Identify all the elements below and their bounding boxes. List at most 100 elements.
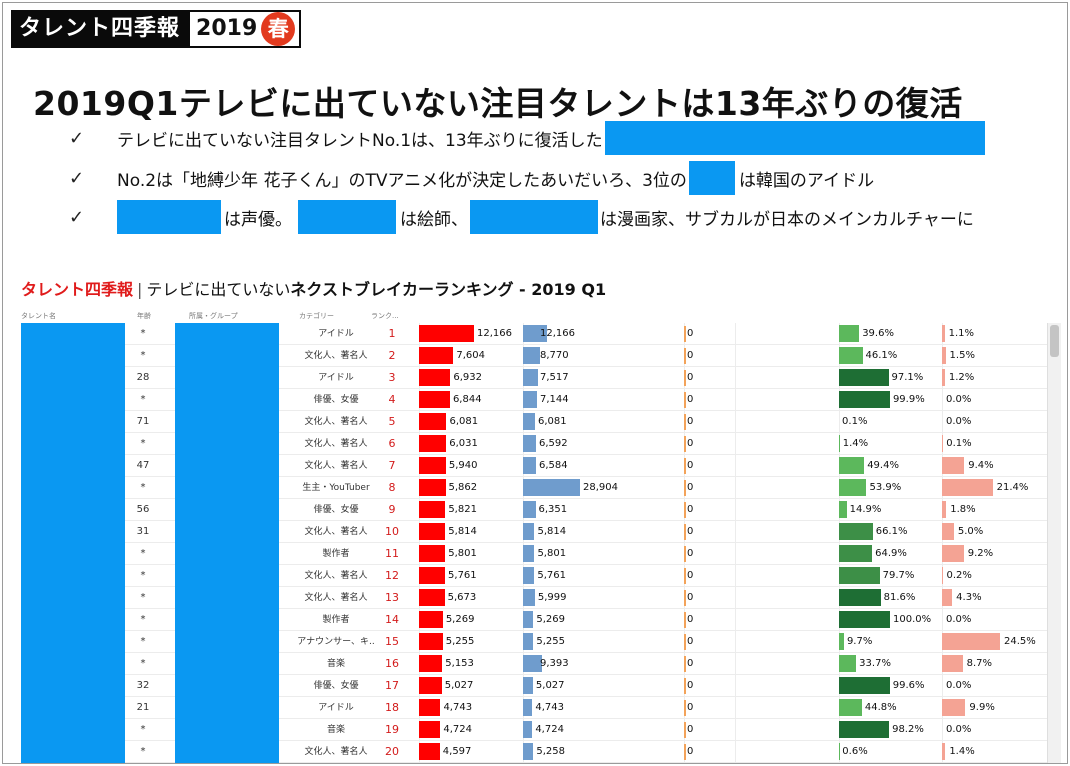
red-score-value: 6,031: [449, 438, 478, 449]
green-percent-bar: [839, 633, 844, 650]
table-row: * 俳優、女優 4 6,844 7,144 0 99.9% 0.0%: [21, 389, 1047, 411]
red-score-bar: [419, 699, 441, 716]
check-icon: ✓: [69, 167, 85, 189]
pink-percent-value: 8.7%: [966, 658, 992, 669]
table-row: 32 俳優、女優 17 5,027 5,027 0 99.6% 0.0%: [21, 675, 1047, 697]
pink-percent-value: 24.5%: [1004, 636, 1036, 647]
category-cell: 文化人、著名人: [304, 571, 368, 581]
column-divider: [735, 565, 736, 587]
green-percent-value: 79.7%: [882, 570, 915, 581]
blue-score-value: 5,255: [536, 636, 565, 647]
green-percent-value: 99.9%: [892, 394, 925, 405]
table-row: * 生主・YouTuber 8 5,862 28,904 0 53.9% 21.4%: [21, 477, 1047, 499]
age-cell: *: [140, 724, 146, 735]
pink-percent-bar: [942, 589, 953, 606]
green-percent-bar: [839, 677, 890, 694]
pink-percent-value: 21.4%: [996, 482, 1029, 493]
pink-percent-bar: [942, 369, 945, 386]
redacted-name: [470, 200, 598, 234]
age-cell: 47: [136, 460, 150, 471]
green-percent-bar: [839, 347, 863, 364]
red-score-value: 4,743: [443, 702, 473, 713]
age-cell: 21: [136, 702, 150, 713]
pink-percent-value: 0.0%: [946, 416, 972, 427]
red-score-bar: [419, 413, 447, 430]
column-divider: [735, 499, 736, 521]
zero-value: 0: [687, 680, 694, 691]
red-score-bar: [419, 677, 442, 694]
blue-score-value: 5,027: [535, 680, 565, 691]
pink-percent-value: 1.2%: [948, 372, 975, 383]
category-cell: 俳優、女優: [313, 395, 359, 405]
report-badge: タレント四季報 2019 春: [11, 10, 302, 48]
rank-cell: 20: [385, 745, 399, 758]
red-score-value: 7,604: [456, 350, 486, 361]
blue-score-value: 7,144: [540, 394, 569, 405]
zero-bar: [684, 480, 686, 496]
rank-cell: 2: [388, 349, 396, 362]
green-percent-bar: [839, 325, 860, 342]
badge-title: タレント四季報: [11, 10, 191, 48]
zero-value: 0: [687, 570, 694, 581]
redacted-name: [604, 121, 985, 155]
blue-score-bar: [523, 369, 538, 386]
column-divider: [942, 675, 943, 697]
red-score-value: 6,932: [453, 372, 482, 383]
rank-cell: 6: [388, 437, 396, 450]
zero-value: 0: [687, 548, 694, 559]
blue-score-value: 7,517: [540, 372, 569, 383]
blue-score-value: 6,351: [538, 504, 568, 515]
pink-percent-value: 0.0%: [946, 614, 972, 625]
redacted-name: [298, 200, 396, 234]
blue-score-value: 5,258: [536, 746, 565, 757]
age-cell: 71: [136, 416, 150, 427]
red-score-value: 5,761: [448, 570, 477, 581]
check-icon: ✓: [69, 206, 85, 228]
table-row: * アイドル 1 12,166 12,166 0 39.6% 1.1%: [21, 323, 1047, 345]
age-cell: *: [140, 746, 146, 757]
bullet-3-segment-a: は声優。: [224, 209, 292, 230]
column-divider: [942, 389, 943, 411]
table-title-separator: |: [137, 280, 143, 299]
blue-score-bar: [523, 677, 533, 694]
page-title: 2019Q1テレビに出ていない注目タレントは13年ぶりの復活: [33, 84, 963, 123]
column-divider: [942, 719, 943, 741]
pink-percent-bar: [942, 699, 966, 716]
red-score-value: 5,673: [447, 592, 477, 603]
column-divider: [735, 587, 736, 609]
table-row: * 文化人、著名人 2 7,604 8,770 0 46.1% 1.5%: [21, 345, 1047, 367]
table-row: 47 文化人、著名人 7 5,940 6,584 0 49.4% 9.4%: [21, 455, 1047, 477]
zero-value: 0: [687, 416, 694, 427]
blue-score-bar: [523, 413, 535, 430]
age-cell: *: [140, 350, 146, 361]
age-cell: *: [140, 394, 146, 405]
green-percent-bar: [839, 435, 840, 452]
green-percent-bar: [839, 721, 890, 738]
green-percent-bar: [839, 457, 865, 474]
column-divider: [735, 675, 736, 697]
zero-bar: [684, 392, 686, 408]
redacted-name: [117, 200, 221, 234]
rank-cell: 17: [385, 679, 399, 692]
scrollbar-thumb[interactable]: [1050, 325, 1059, 357]
rank-cell: 1: [388, 327, 396, 340]
pink-percent-bar: [942, 655, 963, 672]
column-divider: [735, 367, 736, 389]
green-percent-bar: [839, 655, 857, 672]
bullet-2: ✓ No.2は「地縛少年 花子くん」のTVアニメ化が決定したあいだいろ、3位の …: [69, 161, 874, 195]
table-row: * 音楽 16 5,153 9,393 0 33.7% 8.7%: [21, 653, 1047, 675]
category-cell: 文化人、著名人: [304, 593, 368, 603]
table-row: * 音楽 19 4,724 4,724 0 98.2% 0.0%: [21, 719, 1047, 741]
red-score-value: 5,269: [445, 614, 475, 625]
column-divider: [735, 631, 736, 653]
rank-cell: 12: [385, 569, 399, 582]
red-score-value: 6,081: [449, 416, 479, 427]
ranking-table: * アイドル 1 12,166 12,166 0 39.6% 1.1% * 文化人、著名人 2 7,6…: [21, 323, 1047, 763]
vertical-scrollbar[interactable]: [1047, 323, 1061, 763]
column-divider: [735, 411, 736, 433]
zero-value: 0: [687, 636, 694, 647]
table-row: * アナウンサー、キ.. 15 5,255 5,255 0 9.7% 24.5%: [21, 631, 1047, 653]
green-percent-value: 81.6%: [883, 592, 916, 603]
table-row: 56 俳優、女優 9 5,821 6,351 0 14.9% 1.8%: [21, 499, 1047, 521]
table-title-strong: ネクストブレイカーランキング - 2019 Q1: [290, 280, 607, 299]
